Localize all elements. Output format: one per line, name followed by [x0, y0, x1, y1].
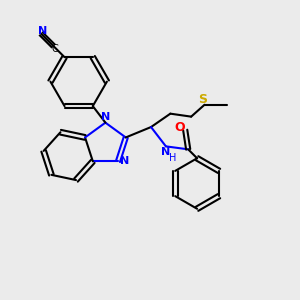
Text: O: O: [175, 121, 185, 134]
Text: N: N: [38, 26, 47, 36]
Text: N: N: [120, 156, 129, 167]
Text: C: C: [51, 44, 58, 54]
Text: N: N: [101, 112, 110, 122]
Text: N: N: [161, 147, 170, 157]
Text: S: S: [199, 93, 208, 106]
Text: H: H: [169, 153, 176, 163]
